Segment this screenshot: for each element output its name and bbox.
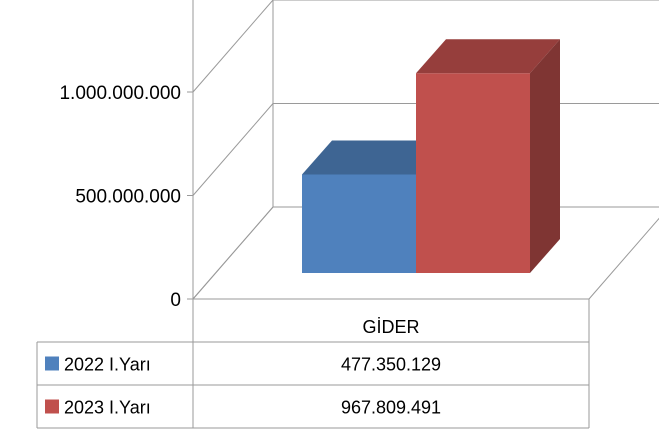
floor-right-edge: [588, 217, 659, 300]
legend-label: 2023 I.Yarı: [64, 398, 151, 418]
bar-top-face: [416, 39, 560, 74]
bar-front-face: [302, 174, 416, 273]
bars: [302, 39, 560, 274]
gridline-left-0: [192, 206, 274, 300]
bar-2: [416, 39, 560, 274]
data-table: GİDER 2022 I.Yarı 477.350.129 2023 I.Yarı 96…: [36, 299, 590, 429]
y-axis-ticks: 0 500.000.000 1.000.000.000: [59, 83, 193, 311]
legend-key: [45, 356, 59, 371]
gridline-left-2: [192, 0, 274, 93]
y-tick-label: 500.000.000: [75, 187, 181, 208]
legend-key: [45, 399, 59, 414]
y-tick-label: 0: [170, 290, 181, 311]
y-tick-label: 1.000.000.000: [59, 83, 181, 104]
legend-label: 2022 I.Yarı: [64, 355, 151, 375]
data-value: 477.350.129: [341, 355, 441, 375]
data-value: 967.809.491: [341, 398, 441, 418]
gridline-left-1: [192, 103, 274, 196]
bar-top-face: [302, 140, 446, 175]
bar-side-face: [530, 39, 560, 273]
bar-front-face: [416, 73, 530, 274]
category-label: GİDER: [362, 317, 419, 337]
